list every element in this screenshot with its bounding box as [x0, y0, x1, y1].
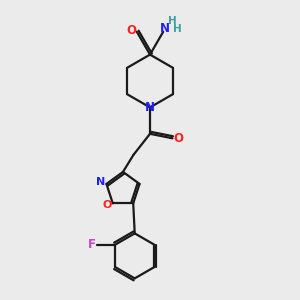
Text: N: N: [145, 101, 155, 114]
Text: O: O: [126, 24, 136, 37]
Text: H: H: [173, 24, 182, 34]
Text: N: N: [96, 177, 106, 188]
Text: F: F: [88, 238, 96, 251]
Text: H: H: [168, 16, 177, 26]
Text: O: O: [173, 132, 184, 145]
Text: N: N: [160, 22, 170, 34]
Text: O: O: [103, 200, 112, 210]
